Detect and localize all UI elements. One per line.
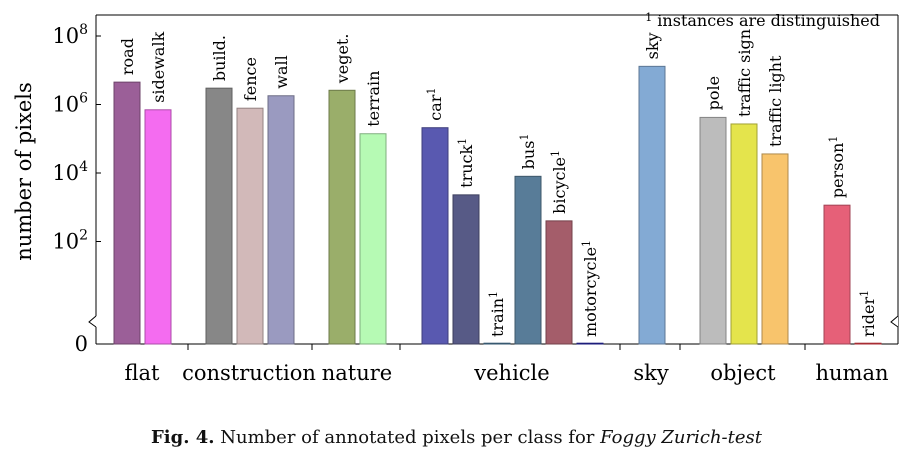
bar-motorcycle [576,342,604,345]
bar-fence [236,107,264,345]
bar-train [483,342,511,345]
chart-note: 1 instances are distinguished [645,11,880,30]
bar-label: fence [241,57,260,101]
bar-label: traffic light [766,55,785,147]
group-label: object [710,361,776,385]
bar-label: motorcycle1 [580,240,600,337]
bar-build- [205,87,233,345]
bar-sky [638,65,666,345]
group-label: vehicle [473,361,549,385]
bar-label: veget. [333,34,352,85]
bar-label: bicycle1 [549,150,569,214]
bar-label: car1 [425,88,445,121]
bar-rider [854,342,882,345]
group-label: human [815,361,888,385]
bar-label: pole [704,76,723,110]
bar-label: wall [272,55,291,88]
bar-chart: 0 102 104 106 108 number of pixels 1 instances… [12,11,899,385]
bar-sidewalk [144,109,172,345]
bar-label: train1 [487,291,507,337]
group-label: construction [182,361,316,385]
y-tick-label: 108 [52,22,88,48]
bar-truck [452,194,480,345]
y-tick-label: 106 [52,91,88,117]
bar-wall [267,95,295,345]
bar-car [421,127,449,345]
group-label: flat [125,361,161,385]
bar-label: road [118,38,137,75]
bar-terrain [359,133,387,345]
bar-label: sky [643,32,662,59]
caption-dataset: Foggy Zurich-test [600,427,762,448]
bar-label: traffic sign [735,29,754,117]
bar-label: bus1 [518,134,538,170]
bar-traffic-sign [730,123,758,345]
y-axis-break-right [890,315,899,328]
bar-person [823,204,851,345]
bar-label: rider1 [858,290,878,337]
bar-label: build. [210,35,229,81]
caption-text: Number of annotated pixels per class for [220,427,595,448]
group-label: nature [322,361,392,385]
y-tick-label: 102 [52,228,88,254]
y-tick-label: 104 [52,159,88,185]
bar-traffic-light [761,153,789,345]
bar-bicycle [545,220,573,345]
bar-label: truck1 [456,138,476,188]
caption-label: Fig. 4. [150,427,215,448]
group-label: sky [633,361,669,385]
bar-label: terrain [364,71,383,127]
y-axis-label: number of pixels [12,82,36,261]
y-axis-break [88,315,97,328]
bar-label: sidewalk [149,31,168,102]
bar-bus [514,175,542,345]
y-tick-label: 0 [75,332,88,356]
bar-veget- [328,89,356,345]
bar-label: person1 [827,136,847,199]
figure-caption: Fig. 4. Number of annotated pixels per c… [0,427,913,448]
bar-pole [699,116,727,345]
bar-road [113,81,141,345]
